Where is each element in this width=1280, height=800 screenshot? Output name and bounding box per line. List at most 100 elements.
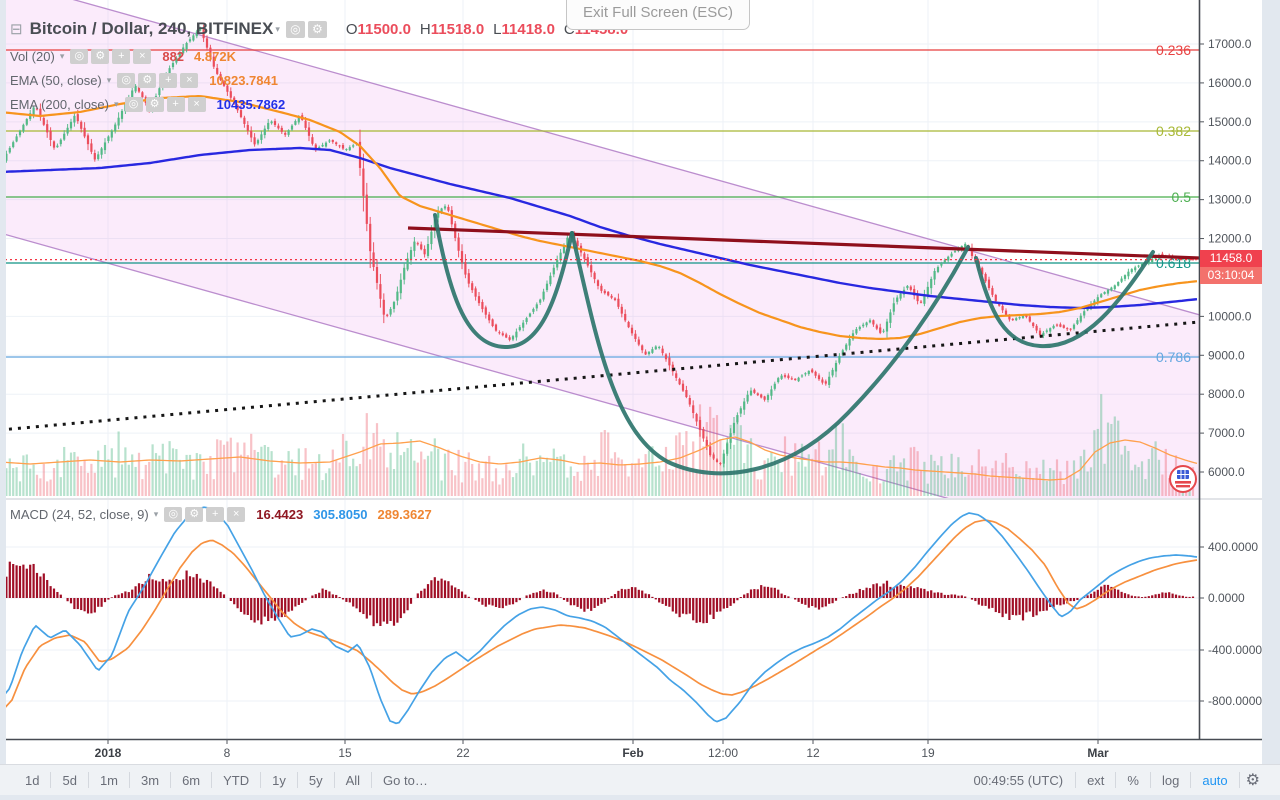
volume-label[interactable]: Vol (20) <box>10 49 55 64</box>
collapse-pane-icon[interactable]: ⊟ <box>10 21 23 38</box>
range-button-5d[interactable]: 5d <box>62 772 77 788</box>
macd-histogram-bar <box>868 588 872 598</box>
macd-histogram-bar <box>498 598 501 608</box>
eye-icon[interactable]: ◎ <box>117 73 136 88</box>
macd-histogram-bar <box>831 598 834 604</box>
close-icon[interactable]: × <box>133 49 152 64</box>
volume-bar <box>756 479 759 496</box>
range-button-1d[interactable]: 1d <box>25 772 40 788</box>
ema50-label[interactable]: EMA (50, close) <box>10 73 102 88</box>
range-button-YTD[interactable]: YTD <box>223 772 250 788</box>
macd-histogram-bar <box>171 580 175 598</box>
candle-body <box>940 263 943 266</box>
candle-body <box>722 453 725 464</box>
macd-histogram-bar <box>858 588 861 598</box>
macd-histogram-bar <box>668 598 671 607</box>
clock-utc[interactable]: 00:49:55 (UTC) <box>973 772 1064 788</box>
candle-body <box>382 299 385 315</box>
macd-histogram-bar <box>233 598 236 605</box>
range-button-1y[interactable]: 1y <box>272 772 286 788</box>
eye-icon[interactable]: ◎ <box>70 49 89 64</box>
extended-hours-toggle[interactable]: ext <box>1087 772 1105 788</box>
candle-body <box>484 307 487 315</box>
log-scale-toggle[interactable]: log <box>1161 772 1180 788</box>
volume-bar <box>943 474 946 496</box>
volume-bar <box>964 476 967 496</box>
exit-fullscreen-button[interactable]: Exit Full Screen (ESC) <box>566 0 751 30</box>
trend-channel-fill <box>0 0 1199 498</box>
symbol-title[interactable]: Bitcoin / Dollar, 240, BITFINEX <box>29 19 274 38</box>
candle-body <box>1028 316 1031 322</box>
gear-icon[interactable]: ⚙ <box>307 20 327 38</box>
range-button-6m[interactable]: 6m <box>182 772 201 788</box>
volume-bar <box>114 477 117 496</box>
range-button-All[interactable]: All <box>345 772 361 788</box>
chevron-down-icon[interactable]: ▾ <box>59 51 65 61</box>
candle-body <box>369 223 372 252</box>
auto-scale-toggle[interactable]: auto <box>1202 772 1228 788</box>
candle-body <box>709 446 712 456</box>
macd-histogram-bar <box>25 568 28 598</box>
add-icon[interactable]: + <box>112 49 131 64</box>
macd-histogram-bar <box>685 598 688 615</box>
candle-body <box>338 145 341 147</box>
gear-icon[interactable]: ⚙ <box>145 97 164 112</box>
volume-bar <box>596 475 600 496</box>
volume-bar <box>375 423 379 496</box>
eye-icon[interactable]: ◎ <box>164 507 183 522</box>
volume-bar <box>940 456 943 496</box>
close-icon[interactable]: × <box>180 73 199 88</box>
add-icon[interactable]: + <box>166 97 185 112</box>
close-icon[interactable]: × <box>187 97 206 112</box>
macd-histogram-bar <box>345 598 348 602</box>
volume-bar <box>297 448 300 496</box>
macd-histogram-bar <box>681 598 685 614</box>
volume-bar <box>981 466 984 496</box>
macd-histogram-bar <box>1178 595 1181 598</box>
macd-histogram-bar <box>658 598 661 603</box>
volume-bar <box>76 456 79 496</box>
macd-histogram-bar <box>494 598 498 607</box>
volume-bar <box>539 455 542 496</box>
chevron-down-icon[interactable]: ▾ <box>106 75 112 85</box>
add-icon[interactable]: + <box>159 73 178 88</box>
candle-body <box>199 28 202 31</box>
close-icon[interactable]: × <box>227 507 246 522</box>
eye-icon[interactable]: ◎ <box>285 20 305 38</box>
volume-bar <box>399 455 402 496</box>
candle-body <box>800 375 804 377</box>
gear-icon[interactable]: ⚙ <box>138 73 157 88</box>
candle-body <box>39 108 42 118</box>
goto-button[interactable]: Go to… <box>383 772 428 788</box>
settings-gear-icon[interactable]: ⚙ <box>1245 772 1260 789</box>
percent-scale-toggle[interactable]: % <box>1127 772 1139 788</box>
macd-tick-label: -400.0000 <box>1208 643 1262 657</box>
macd-histogram-bar <box>464 594 467 598</box>
range-button-1m[interactable]: 1m <box>99 772 118 788</box>
volume-bar <box>773 456 776 496</box>
eye-icon[interactable]: ◎ <box>124 97 143 112</box>
gear-icon[interactable]: ⚙ <box>91 49 110 64</box>
candle-body <box>651 349 654 353</box>
macd-histogram-bar <box>284 598 287 617</box>
volume-bar <box>389 452 392 496</box>
macd-histogram-bar <box>981 598 984 606</box>
volume-bar <box>749 438 753 496</box>
volume-bar <box>1049 468 1052 496</box>
chevron-down-icon[interactable]: ▾ <box>275 23 280 34</box>
candle-body <box>501 333 504 336</box>
ema200-label[interactable]: EMA (200, close) <box>10 97 109 112</box>
add-icon[interactable]: + <box>206 507 225 522</box>
macd-histogram-bar <box>848 593 851 598</box>
candle-body <box>865 322 868 326</box>
range-button-3m[interactable]: 3m <box>141 772 160 788</box>
macd-label[interactable]: MACD (24, 52, close, 9) <box>10 507 149 522</box>
chevron-down-icon[interactable]: ▾ <box>153 509 159 519</box>
time-tick-label: 15 <box>338 746 352 760</box>
range-button-5y[interactable]: 5y <box>308 772 323 788</box>
volume-bar <box>1059 471 1062 496</box>
gear-icon[interactable]: ⚙ <box>185 507 204 522</box>
chevron-down-icon[interactable]: ▾ <box>114 99 119 109</box>
